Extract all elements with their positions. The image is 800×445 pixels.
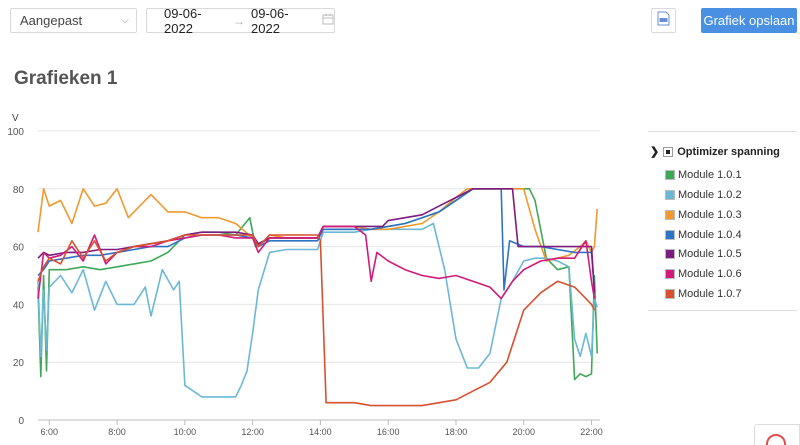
chart-series (37, 188, 598, 407)
range-select-value: Aangepast (20, 13, 83, 28)
legend-swatch (665, 190, 675, 200)
y-axis-ticks: 0 20 40 60 80 100 (7, 127, 24, 427)
x-tick-label: 16:00 (377, 427, 400, 437)
help-button[interactable] (754, 424, 800, 445)
legend-item-label: Module 1.0.6 (678, 268, 742, 280)
legend-item[interactable]: Module 1.0.6 (665, 268, 742, 280)
y-axis-label: V (12, 113, 19, 124)
legend-swatch (665, 289, 675, 299)
legend-item[interactable]: Module 1.0.3 (665, 209, 742, 221)
y-tick-label: 40 (13, 300, 25, 311)
legend-item[interactable]: Module 1.0.7 (665, 288, 742, 300)
legend-swatch (665, 269, 675, 279)
x-tick-label: 20:00 (512, 427, 535, 437)
voltage-line-chart: V 0 20 40 60 80 100 6:00 8:00 10:00 12:00 14:00 16… (7, 113, 603, 437)
help-circle-icon (766, 434, 786, 445)
legend-item[interactable]: Module 1.0.4 (665, 229, 742, 241)
page-title: Grafieken 1 (14, 68, 118, 89)
series-line (37, 188, 598, 381)
save-chart-button[interactable]: Grafiek opslaan (701, 8, 797, 33)
legend-item-label: Module 1.0.4 (678, 229, 742, 241)
series-line (37, 234, 596, 407)
y-tick-label: 60 (13, 243, 25, 254)
csv-file-icon (657, 11, 670, 31)
date-to[interactable]: 09-06-2022 (251, 5, 289, 36)
x-tick-label: 12:00 (241, 427, 264, 437)
series-line (37, 225, 596, 300)
x-tick-label: 8:00 (108, 427, 126, 437)
x-tick-label: 22:00 (580, 427, 603, 437)
x-tick-label: 10:00 (174, 427, 197, 437)
y-tick-label: 0 (18, 416, 24, 427)
arrow-right-icon: → (233, 13, 245, 28)
legend-group[interactable]: ❯ Optimizer spanning (650, 145, 780, 159)
range-select[interactable]: Aangepast ⌵ (10, 8, 137, 33)
legend-swatch (665, 210, 675, 220)
legend-swatch (665, 170, 675, 180)
legend-item-label: Module 1.0.3 (678, 209, 742, 221)
legend-swatch (665, 230, 675, 240)
x-tick-label: 18:00 (445, 427, 468, 437)
legend-group-label: Optimizer spanning (677, 145, 780, 158)
chevron-down-icon: ⌵ (121, 15, 129, 26)
chart-legend: ❯ Optimizer spanning Module 1.0.1 Module… (648, 131, 797, 311)
legend-item-label: Module 1.0.2 (678, 189, 742, 201)
legend-item-label: Module 1.0.1 (678, 169, 742, 181)
y-tick-label: 100 (7, 127, 24, 138)
date-range-picker[interactable]: 09-06-2022 → 09-06-2022 (146, 5, 335, 36)
date-from[interactable]: 09-06-2022 (164, 5, 202, 36)
series-line (37, 188, 596, 291)
legend-item[interactable]: Module 1.0.5 (665, 248, 742, 260)
chevron-down-icon[interactable]: ❯ (650, 146, 660, 158)
y-tick-label: 80 (13, 185, 25, 196)
series-line (37, 222, 598, 398)
calendar-icon (322, 13, 334, 28)
export-csv-button[interactable] (651, 8, 676, 33)
legend-swatch (665, 249, 675, 259)
legend-item[interactable]: Module 1.0.1 (665, 169, 742, 181)
x-tick-label: 14:00 (309, 427, 332, 437)
legend-item-label: Module 1.0.5 (678, 248, 742, 260)
x-axis-ticks: 6:00 8:00 10:00 12:00 14:00 16:00 18:00 20:00 22… (41, 420, 603, 437)
legend-item[interactable]: Module 1.0.2 (665, 189, 742, 201)
y-tick-label: 20 (13, 358, 25, 369)
x-tick-label: 6:00 (41, 427, 59, 437)
group-checkbox[interactable] (663, 146, 674, 157)
legend-item-label: Module 1.0.7 (678, 288, 742, 300)
